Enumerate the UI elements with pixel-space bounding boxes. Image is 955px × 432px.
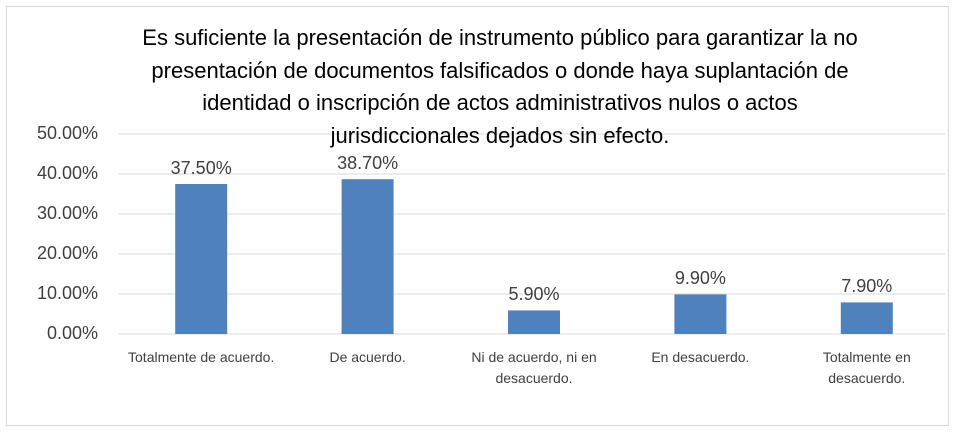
data-label: 7.90% [841, 276, 892, 296]
x-tick-label: Totalmente en desacuerdo. [822, 349, 911, 386]
data-label: 9.90% [675, 268, 726, 288]
chart-title: Es suficiente la presentación de instrum… [142, 25, 858, 148]
y-tick-label: 0.00% [47, 323, 98, 343]
data-label: 38.70% [337, 153, 398, 173]
bar [175, 184, 228, 334]
y-tick-label: 30.00% [37, 203, 98, 223]
bar [508, 310, 560, 334]
bar [840, 302, 893, 334]
y-tick-label: 20.00% [37, 243, 98, 263]
x-tick-label: De acuerdo. [329, 349, 406, 365]
y-tick-label: 40.00% [37, 163, 98, 183]
y-tick-label: 50.00% [37, 123, 98, 143]
x-tick-label: Totalmente de acuerdo. [128, 349, 275, 365]
bar [674, 294, 727, 334]
data-label: 5.90% [508, 284, 559, 304]
x-tick-label: En desacuerdo. [651, 349, 750, 365]
data-label: 37.50% [171, 158, 232, 178]
y-tick-label: 10.00% [37, 283, 98, 303]
bar [341, 179, 394, 334]
chart-border [6, 6, 949, 426]
x-tick-label: Ni de acuerdo, ni en desacuerdo. [471, 349, 597, 386]
